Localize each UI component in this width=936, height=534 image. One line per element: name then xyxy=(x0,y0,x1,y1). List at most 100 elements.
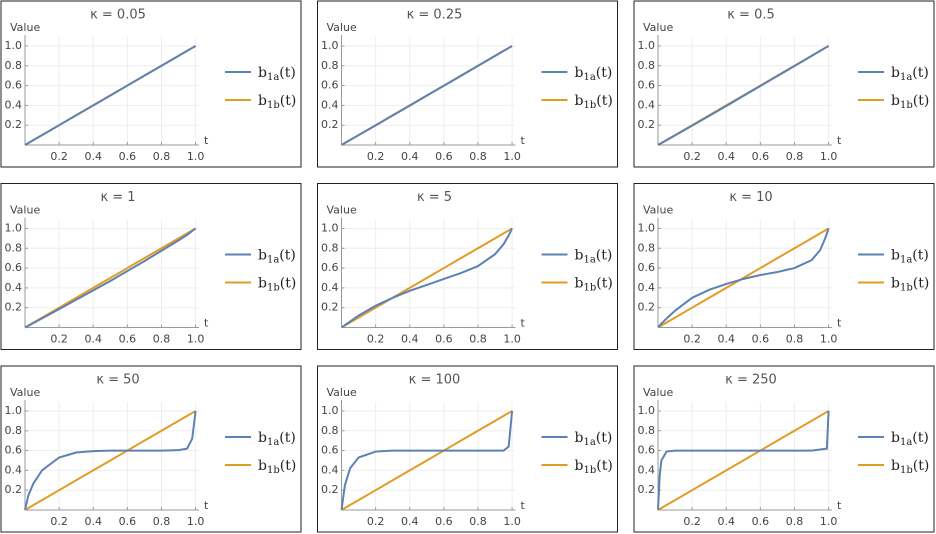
y-tick-label: 0.6 xyxy=(5,79,23,92)
y-tick-label: 0.2 xyxy=(321,483,339,496)
x-tick-label: 0.6 xyxy=(752,515,770,528)
chart-title: κ = 10 xyxy=(729,190,772,205)
x-tick-label: 0.2 xyxy=(50,150,68,163)
x-axis-label: t xyxy=(521,317,526,330)
y-tick-label: 0.4 xyxy=(638,98,656,111)
legend-label: b1b(t) xyxy=(575,458,613,476)
y-tick-label: 1.0 xyxy=(5,404,23,417)
y-tick-label: 0.2 xyxy=(5,301,23,314)
x-tick-label: 0.6 xyxy=(435,333,453,346)
y-tick-label: 0.2 xyxy=(638,301,656,314)
series-line xyxy=(340,227,513,329)
panel: κ = 50 Value t 0.2 0.4 0.6 0.8 1.0 0.2 0.4 0.6 0.8 1… xyxy=(0,365,302,533)
panel: κ = 0.25 Value t 0.2 0.4 0.6 0.8 1.0 0.2 0.4 0.6 0.… xyxy=(317,0,618,168)
y-tick-label: 0.4 xyxy=(5,98,23,111)
series-line xyxy=(340,45,513,146)
series-line xyxy=(24,410,197,511)
y-tick-label: 0.6 xyxy=(5,261,23,274)
x-tick-label: 0.2 xyxy=(50,515,68,528)
chart-title: κ = 100 xyxy=(409,373,461,388)
x-tick-label: 0.2 xyxy=(367,333,385,346)
x-tick-label: 0.6 xyxy=(119,150,137,163)
y-tick-label: 0.2 xyxy=(5,483,23,496)
y-tick-label: 0.8 xyxy=(638,59,656,72)
chart-title: κ = 0.25 xyxy=(407,8,463,23)
x-tick-label: 0.4 xyxy=(84,150,102,163)
panel-frame xyxy=(317,365,618,533)
legend-label: b1b(t) xyxy=(575,276,613,294)
y-axis-label: Value xyxy=(10,21,40,34)
x-tick-label: 0.4 xyxy=(84,333,102,346)
x-tick-label: 0.6 xyxy=(119,515,137,528)
legend-label: b1b(t) xyxy=(891,458,929,476)
x-tick-label: 0.6 xyxy=(435,150,453,163)
y-tick-label: 0.6 xyxy=(321,261,339,274)
panel-frame xyxy=(317,0,618,168)
y-tick-label: 0.4 xyxy=(638,463,656,476)
x-tick-label: 1.0 xyxy=(503,150,521,163)
legend-label: b1a(t) xyxy=(258,248,296,266)
y-tick-label: 1.0 xyxy=(638,221,656,234)
x-tick-label: 0.4 xyxy=(401,515,419,528)
x-axis-label: t xyxy=(521,499,526,512)
y-tick-label: 0.8 xyxy=(638,241,656,254)
y-tick-label: 1.0 xyxy=(321,221,339,234)
panel-frame xyxy=(633,365,935,533)
series-line xyxy=(24,227,197,329)
panel: κ = 5 Value t 0.2 0.4 0.6 0.8 1.0 0.2 0.4 0.6 0.8 1.… xyxy=(317,183,618,350)
legend-label: b1b(t) xyxy=(258,276,296,294)
y-tick-label: 1.0 xyxy=(5,221,23,234)
legend-label: b1a(t) xyxy=(575,430,613,448)
x-tick-label: 0.2 xyxy=(50,333,68,346)
x-tick-label: 1.0 xyxy=(503,333,521,346)
y-tick-label: 1.0 xyxy=(321,39,339,52)
y-tick-label: 0.2 xyxy=(5,118,23,131)
series-line xyxy=(24,410,197,511)
series-line xyxy=(657,45,830,146)
x-axis-label: t xyxy=(837,134,842,147)
y-tick-label: 0.8 xyxy=(5,59,23,72)
y-tick-label: 0.4 xyxy=(321,281,339,294)
chart-title: κ = 5 xyxy=(417,190,452,205)
x-tick-label: 0.2 xyxy=(367,150,385,163)
x-tick-label: 0.2 xyxy=(367,515,385,528)
panel: κ = 250 Value t 0.2 0.4 0.6 0.8 1.0 0.2 0.4 0.6 0.8… xyxy=(633,365,935,533)
legend-label: b1a(t) xyxy=(258,430,296,448)
panel-frame xyxy=(0,0,302,168)
y-tick-label: 1.0 xyxy=(638,404,656,417)
y-tick-label: 0.8 xyxy=(321,59,339,72)
y-tick-label: 0.6 xyxy=(5,444,23,457)
panel-frame xyxy=(633,183,935,350)
x-axis-label: t xyxy=(204,134,209,147)
x-axis-label: t xyxy=(837,317,842,330)
y-tick-label: 0.2 xyxy=(321,301,339,314)
y-tick-label: 0.2 xyxy=(321,118,339,131)
x-tick-label: 0.8 xyxy=(469,333,487,346)
x-axis-label: t xyxy=(204,317,209,330)
y-tick-label: 1.0 xyxy=(5,39,23,52)
y-tick-label: 0.4 xyxy=(638,281,656,294)
x-tick-label: 0.4 xyxy=(84,515,102,528)
x-tick-label: 0.2 xyxy=(683,515,701,528)
series-line xyxy=(340,228,513,329)
y-tick-label: 0.8 xyxy=(5,241,23,254)
y-tick-label: 0.2 xyxy=(638,118,656,131)
panel-frame xyxy=(0,183,302,350)
x-tick-label: 0.4 xyxy=(401,150,419,163)
x-tick-label: 1.0 xyxy=(187,333,205,346)
y-tick-label: 0.4 xyxy=(321,98,339,111)
x-tick-label: 0.8 xyxy=(786,515,804,528)
x-tick-label: 0.6 xyxy=(752,333,770,346)
x-tick-label: 1.0 xyxy=(187,515,205,528)
x-tick-label: 0.2 xyxy=(683,150,701,163)
x-tick-label: 0.4 xyxy=(401,333,419,346)
x-tick-label: 1.0 xyxy=(820,515,838,528)
panel: κ = 0.5 Value t 0.2 0.4 0.6 0.8 1.0 0.2 0.4 0.6 0.8… xyxy=(633,0,935,168)
series-line xyxy=(657,228,830,329)
y-tick-label: 0.6 xyxy=(638,261,656,274)
y-tick-label: 0.4 xyxy=(5,281,23,294)
legend-label: b1b(t) xyxy=(891,93,929,111)
series-line xyxy=(340,410,513,511)
x-tick-label: 0.8 xyxy=(153,150,171,163)
